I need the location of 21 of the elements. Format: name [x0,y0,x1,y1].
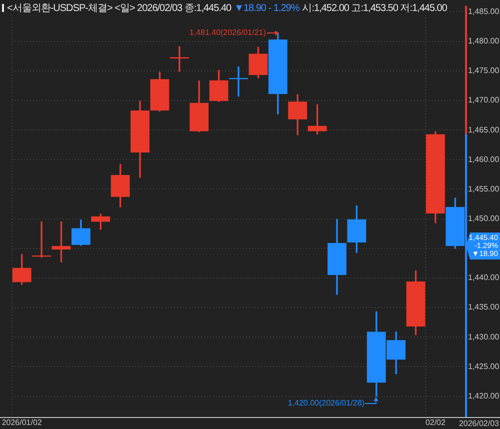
x-tick-label: 2026/01/02 [2,418,42,428]
y-tick-label: 1,480.00 [468,36,500,46]
annotation: 1,420.00(2026/01/28) [288,398,365,408]
chart-subtitle: ▼18.90 - 1.29% [234,2,300,14]
y-tick-label: 1,425.00 [468,362,500,371]
y-tick-label: 1,430.00 [468,332,500,342]
y-tick-label: 1,470.00 [468,96,500,105]
x-tick-label: 02/02 [425,418,446,428]
y-tick-label: 1,475.00 [468,66,500,76]
chart-title: <서울외환-USDSP-체결> <일> 2026/02/03 종:1,445.40 [7,2,232,15]
text: 2026/02/03 [458,419,500,428]
y-tick-label: 1,420.00 [468,391,500,400]
y-tick-label: 1,440.00 [468,273,500,282]
annotation: 1,481.40(2026/01/21) [189,28,266,38]
y-tick-label: 1,450.00 [468,214,500,223]
y-tick-label: 1,455.00 [468,184,500,194]
y-tick-label: 1,435.00 [468,302,500,312]
y-tick-label: 1,465.00 [468,125,500,134]
annotation: 시:1,452.00 고:1,453.50 저:1,445.00 [302,2,447,15]
y-tick-label: 1,485.00 [468,6,500,16]
y-tick-label: 1,460.00 [468,154,500,164]
